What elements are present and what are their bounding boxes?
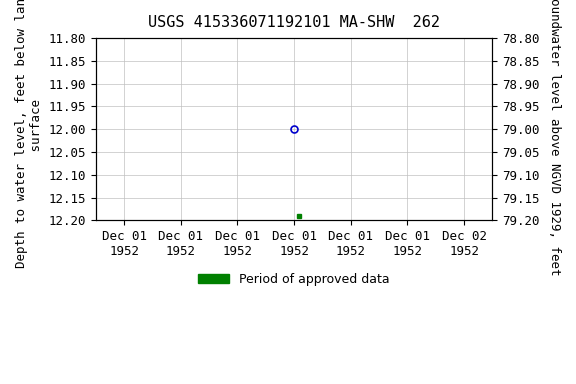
- Y-axis label: Groundwater level above NGVD 1929, feet: Groundwater level above NGVD 1929, feet: [548, 0, 561, 275]
- Legend: Period of approved data: Period of approved data: [193, 268, 395, 291]
- Title: USGS 415336071192101 MA-SHW  262: USGS 415336071192101 MA-SHW 262: [148, 15, 440, 30]
- Y-axis label: Depth to water level, feet below land
 surface: Depth to water level, feet below land su…: [15, 0, 43, 268]
